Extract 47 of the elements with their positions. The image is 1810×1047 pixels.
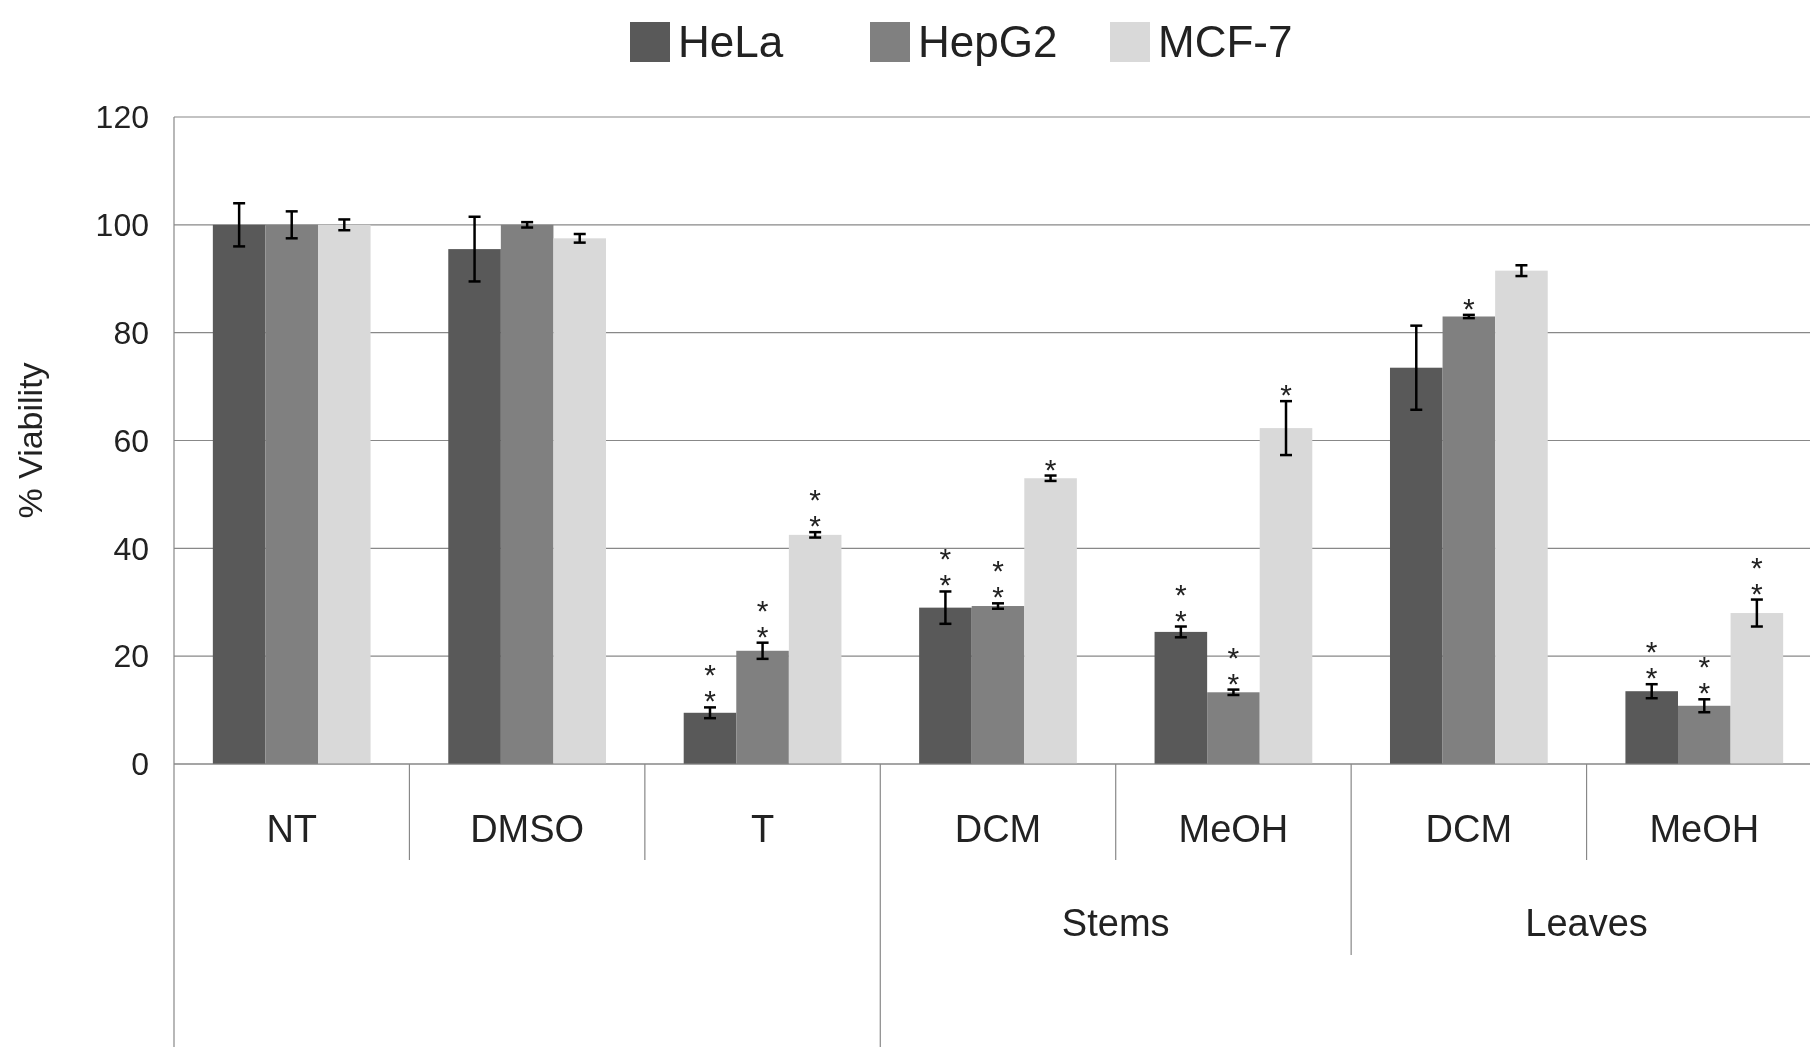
data-label: *	[1044, 452, 1057, 486]
y-tick-label: 100	[95, 207, 149, 244]
bar	[788, 534, 842, 764]
legend-label: HeLa	[678, 17, 784, 67]
y-tick-label: 60	[113, 422, 149, 459]
data-label: **	[756, 593, 769, 653]
bar	[683, 712, 737, 764]
y-tick-label: 80	[113, 314, 149, 351]
bar	[448, 249, 501, 764]
data-label: **	[1175, 577, 1188, 637]
x-tick-label: DMSO	[470, 808, 585, 851]
bar	[1259, 428, 1313, 764]
bar	[553, 238, 607, 764]
data-label: **	[704, 658, 717, 718]
data-label: **	[1645, 635, 1658, 695]
x-tick-label: NT	[266, 808, 318, 851]
legend-label: HepG2	[918, 17, 1058, 67]
data-label: * *	[1751, 550, 1764, 610]
data-label: *	[1463, 291, 1476, 325]
y-tick-label: 0	[131, 746, 149, 783]
bar	[1625, 691, 1678, 764]
x-tick-label: DCM	[954, 808, 1042, 851]
bar	[1389, 367, 1443, 764]
x-tick-label: MeOH	[1178, 808, 1289, 851]
text: Stems	[1061, 902, 1170, 945]
data-label: **	[1227, 640, 1240, 700]
bar	[1495, 270, 1548, 764]
y-tick-label: 40	[113, 530, 149, 567]
bar	[212, 224, 266, 764]
y-axis-title: % Viability	[11, 362, 49, 519]
text: Leaves	[1525, 902, 1648, 945]
data-label: **	[992, 554, 1005, 614]
data-label: *	[1280, 378, 1293, 412]
bar	[1024, 478, 1077, 764]
data-label: **	[939, 542, 952, 602]
y-tick-label: 20	[113, 638, 149, 675]
x-tick-label: MeOH	[1649, 808, 1760, 851]
data-label: **	[1698, 650, 1711, 710]
x-tick-label: DCM	[1425, 808, 1513, 851]
x-tick-label: T	[750, 808, 775, 851]
data-label: **	[809, 483, 822, 543]
bar	[1154, 631, 1208, 764]
bar	[318, 224, 371, 764]
bar	[919, 607, 972, 764]
bar	[1730, 613, 1784, 764]
y-tick-label: 120	[95, 99, 149, 136]
legend-label: MCF-7	[1158, 17, 1293, 67]
